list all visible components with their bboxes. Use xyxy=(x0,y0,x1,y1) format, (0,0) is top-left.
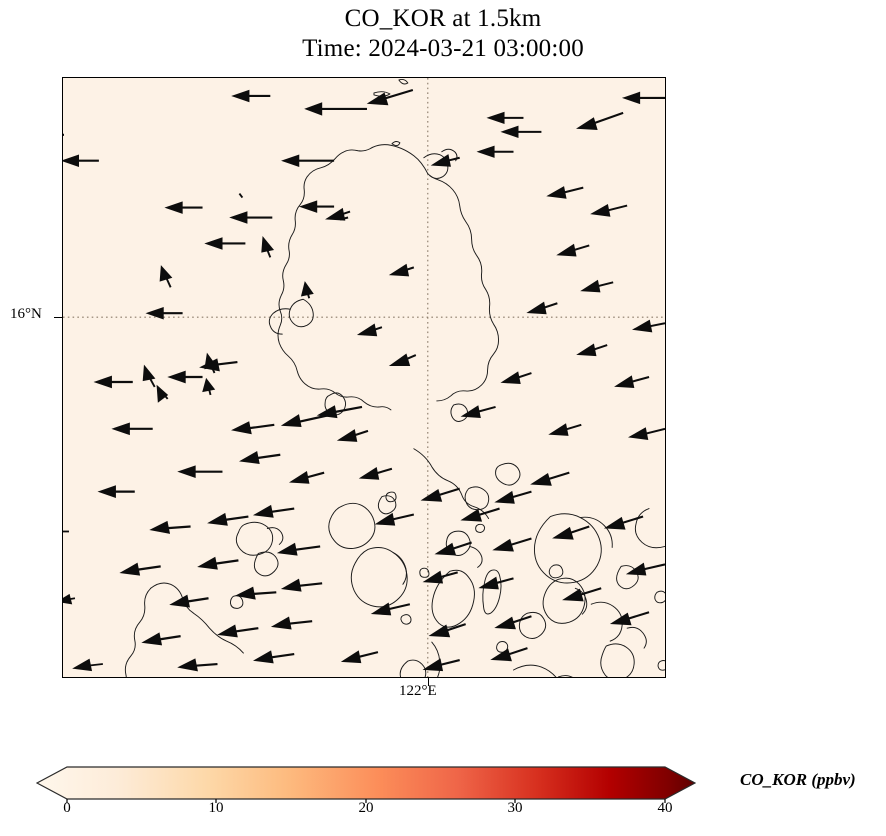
map-plot-area[interactable] xyxy=(62,77,666,678)
colorbar-tick-40: 40 xyxy=(657,800,673,816)
coastlines xyxy=(124,78,665,677)
figure-title-block: CO_KOR at 1.5km Time: 2024-03-21 03:00:0… xyxy=(0,4,886,64)
figure-subtitle: Time: 2024-03-21 03:00:00 xyxy=(302,35,584,62)
colorbar-tick-labels: 0 10 20 30 40 xyxy=(0,800,720,824)
colorbar-tick-30: 30 xyxy=(507,800,523,816)
x-axis-tick-label-122e: 122°E xyxy=(399,683,437,699)
y-axis-tick-label-16n: 16°N xyxy=(10,306,42,322)
colorbar-ticks xyxy=(66,799,666,803)
colorbar[interactable] xyxy=(36,763,696,803)
colorbar-tick-10: 10 xyxy=(208,800,224,816)
colorbar-label: CO_KOR (ppbv) xyxy=(740,770,856,789)
wind-vector-arrows xyxy=(63,88,665,672)
colorbar-tick-20: 20 xyxy=(358,800,374,816)
colorbar-gradient[interactable] xyxy=(36,763,696,803)
colorbar-tick-0: 0 xyxy=(63,800,71,816)
y-axis-tick-mark xyxy=(54,317,62,319)
page-title: CO_KOR at 1.5km xyxy=(344,5,542,32)
map-canvas xyxy=(63,78,665,677)
x-axis-tick-mark xyxy=(427,678,429,686)
